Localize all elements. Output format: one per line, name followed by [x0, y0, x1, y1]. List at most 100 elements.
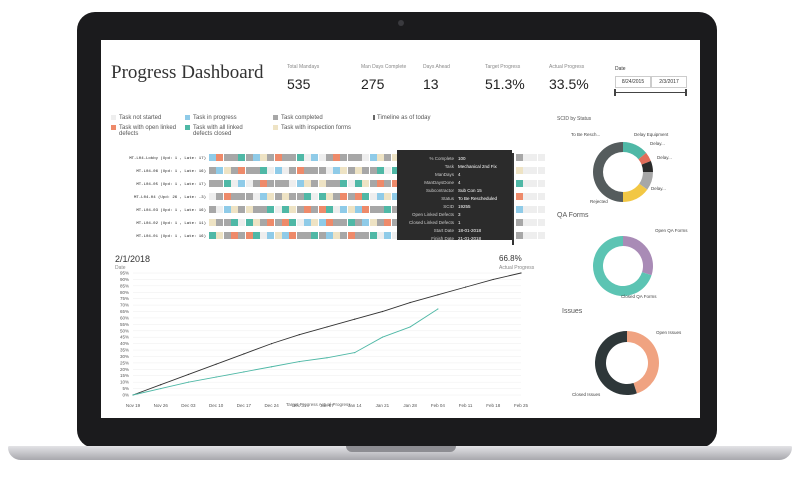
gantt-task-cell[interactable] [318, 193, 326, 200]
gantt-task-cell[interactable] [537, 219, 545, 226]
gantt-task-cell[interactable] [333, 232, 341, 239]
gantt-task-cell[interactable] [318, 167, 326, 174]
gantt-task-cell[interactable] [252, 219, 260, 226]
gantt-task-cell[interactable] [296, 232, 304, 239]
gantt-task-cell[interactable] [303, 232, 311, 239]
gantt-task-cell[interactable] [384, 154, 392, 161]
gantt-task-cell[interactable] [530, 219, 538, 226]
gantt-task-cell[interactable] [267, 193, 275, 200]
gantt-task-cell[interactable] [522, 154, 530, 161]
gantt-task-cell[interactable] [296, 180, 304, 187]
gantt-task-cell[interactable] [391, 219, 399, 226]
gantt-task-cell[interactable] [347, 167, 355, 174]
gantt-task-cell[interactable] [216, 232, 224, 239]
gantt-task-cell[interactable] [274, 167, 282, 174]
gantt-task-cell[interactable] [362, 219, 370, 226]
gantt-task-cell[interactable] [311, 167, 319, 174]
gantt-task-cell[interactable] [303, 206, 311, 213]
gantt-task-cell[interactable] [260, 180, 268, 187]
gantt-task-cell[interactable] [376, 219, 384, 226]
gantt-task-cell[interactable] [245, 232, 253, 239]
gantt-task-cell[interactable] [289, 180, 297, 187]
gantt-task-cell[interactable] [230, 154, 238, 161]
gantt-task-cell[interactable] [303, 180, 311, 187]
gantt-task-cell[interactable] [289, 232, 297, 239]
gantt-task-cell[interactable] [376, 232, 384, 239]
gantt-task-cell[interactable] [216, 206, 224, 213]
gantt-task-cell[interactable] [282, 232, 289, 239]
gantt-task-cell[interactable] [362, 180, 370, 187]
gantt-task-cell[interactable] [260, 232, 268, 239]
gantt-task-cell[interactable] [530, 193, 538, 200]
gantt-task-cell[interactable] [209, 154, 216, 161]
gantt-task-cell[interactable] [340, 206, 348, 213]
gantt-task-cell[interactable] [267, 180, 275, 187]
gantt-task-cell[interactable] [282, 193, 289, 200]
gantt-task-cell[interactable] [347, 180, 355, 187]
gantt-task-cell[interactable] [325, 180, 333, 187]
gantt-task-cell[interactable] [223, 154, 231, 161]
gantt-task-cell[interactable] [376, 167, 384, 174]
gantt-task-cell[interactable] [325, 219, 333, 226]
gantt-task-cell[interactable] [209, 232, 216, 239]
gantt-task-cell[interactable] [282, 154, 289, 161]
gantt-task-cell[interactable] [325, 167, 333, 174]
gantt-task-cell[interactable] [209, 206, 216, 213]
gantt-task-cell[interactable] [318, 206, 326, 213]
gantt-task-cell[interactable] [289, 154, 297, 161]
gantt-task-cell[interactable] [282, 180, 289, 187]
gantt-task-cell[interactable] [303, 193, 311, 200]
gantt-task-cell[interactable] [369, 219, 377, 226]
gantt-task-cell[interactable] [216, 180, 224, 187]
gantt-task-cell[interactable] [238, 193, 246, 200]
gantt-task-cell[interactable] [537, 206, 545, 213]
gantt-task-cell[interactable] [355, 193, 362, 200]
gantt-task-cell[interactable] [325, 206, 333, 213]
gantt-task-cell[interactable] [537, 232, 545, 239]
gantt-task-cell[interactable] [267, 232, 275, 239]
gantt-task-cell[interactable] [537, 154, 545, 161]
gantt-task-cell[interactable] [333, 154, 341, 161]
gantt-task-cell[interactable] [282, 219, 289, 226]
gantt-task-cell[interactable] [252, 193, 260, 200]
gantt-task-cell[interactable] [530, 154, 538, 161]
gantt-task-cell[interactable] [274, 193, 282, 200]
gantt-task-cell[interactable] [296, 206, 304, 213]
gantt-task-cell[interactable] [267, 219, 275, 226]
gantt-task-cell[interactable] [384, 232, 392, 239]
gantt-task-cell[interactable] [267, 206, 275, 213]
gantt-task-cell[interactable] [289, 193, 297, 200]
gantt-task-cell[interactable] [274, 206, 282, 213]
gantt-task-cell[interactable] [355, 154, 362, 161]
gantt-task-cell[interactable] [537, 193, 545, 200]
gantt-task-cell[interactable] [318, 232, 326, 239]
gantt-task-cell[interactable] [267, 167, 275, 174]
gantt-task-cell[interactable] [369, 206, 377, 213]
gantt-task-cell[interactable] [333, 206, 341, 213]
gantt-task-cell[interactable] [522, 193, 530, 200]
gantt-task-cell[interactable] [216, 219, 224, 226]
gantt-task-cell[interactable] [369, 154, 377, 161]
gantt-task-cell[interactable] [209, 180, 216, 187]
gantt-task-cell[interactable] [230, 193, 238, 200]
gantt-task-cell[interactable] [340, 167, 348, 174]
gantt-task-cell[interactable] [355, 219, 362, 226]
gantt-task-cell[interactable] [362, 154, 370, 161]
gantt-task-cell[interactable] [391, 193, 399, 200]
gantt-task-cell[interactable] [260, 193, 268, 200]
gantt-task-cell[interactable] [369, 193, 377, 200]
gantt-task-cell[interactable] [391, 232, 399, 239]
gantt-task-cell[interactable] [333, 167, 341, 174]
gantt-task-cell[interactable] [303, 219, 311, 226]
gantt-task-cell[interactable] [230, 180, 238, 187]
gantt-task-cell[interactable] [223, 232, 231, 239]
gantt-task-cell[interactable] [238, 219, 246, 226]
gantt-task-cell[interactable] [260, 206, 268, 213]
gantt-task-cell[interactable] [245, 193, 253, 200]
date-start-input[interactable]: 8/24/2015 [615, 76, 651, 88]
gantt-task-cell[interactable] [530, 167, 538, 174]
gantt-task-cell[interactable] [333, 180, 341, 187]
gantt-task-cell[interactable] [362, 232, 370, 239]
gantt-task-cell[interactable] [245, 206, 253, 213]
gantt-task-cell[interactable] [384, 193, 392, 200]
